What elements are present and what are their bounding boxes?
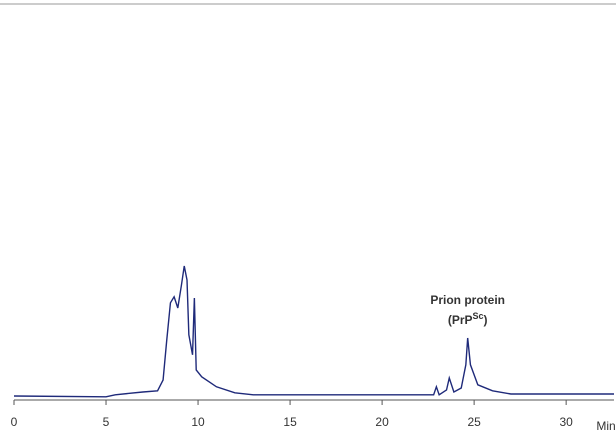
x-tick-label: 25 — [467, 415, 481, 429]
annotation-label: (PrPSc) — [448, 311, 488, 327]
x-tick-label: 20 — [375, 415, 389, 429]
x-tick-label: 10 — [191, 415, 205, 429]
x-tick-label: 5 — [103, 415, 110, 429]
x-tick-label: 15 — [283, 415, 297, 429]
x-axis-label: Mins — [596, 419, 616, 432]
annotation-title: Prion protein — [430, 293, 505, 307]
x-tick-label: 30 — [559, 415, 573, 429]
annotation-close: ) — [484, 313, 488, 327]
annotation-open: (PrP — [448, 313, 473, 327]
x-tick-label: 0 — [11, 415, 18, 429]
trace — [13, 265, 614, 398]
annotation-sup: Sc — [473, 311, 484, 321]
